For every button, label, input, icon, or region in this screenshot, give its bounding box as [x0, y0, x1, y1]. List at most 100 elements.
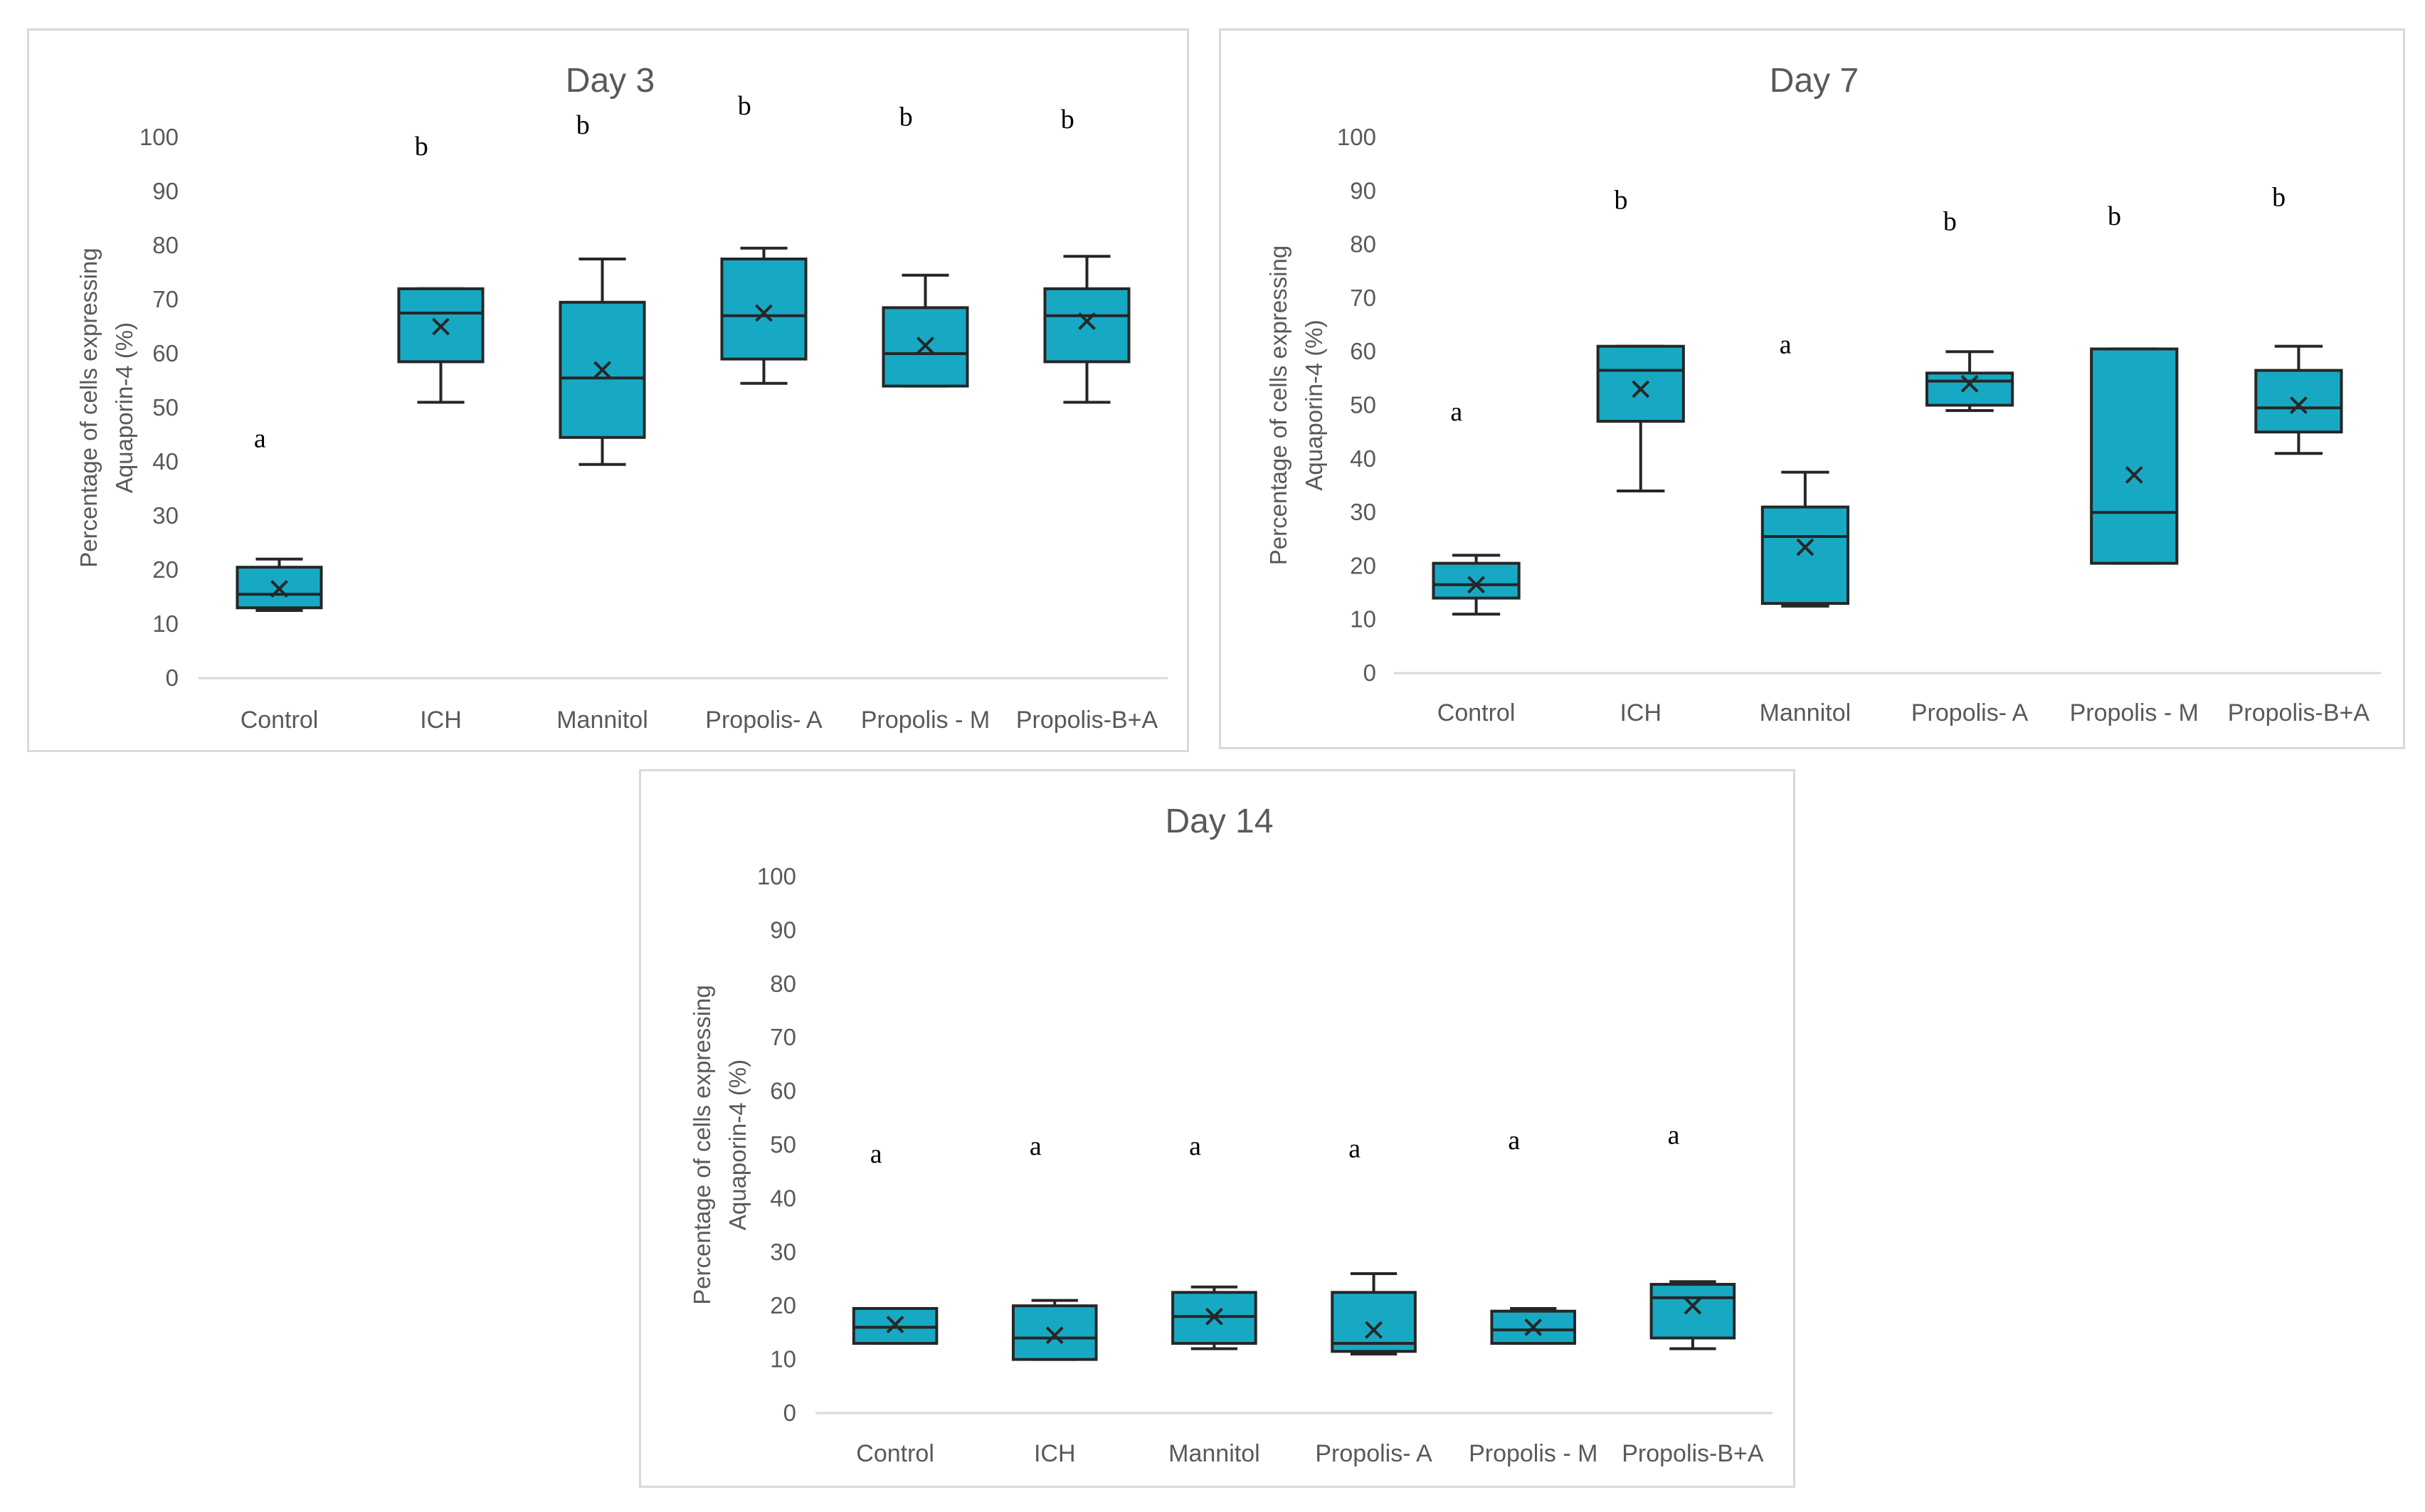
significance-letter: b [738, 91, 751, 121]
x-category-label: Propolis - M [861, 707, 990, 734]
boxplot-day-7: Day 7 Percentage of cells expressing Aquap… [1265, 62, 2381, 726]
mean-marker [1205, 1307, 1223, 1326]
mean-marker [270, 580, 288, 598]
y-tick-label: 60 [1350, 338, 1376, 364]
mean-marker [2125, 465, 2143, 484]
y-tick-label: 60 [152, 340, 179, 366]
boxplot-day-14: Day 14 Percentage of cells expressing Aqua… [689, 803, 1772, 1467]
y-axis-label-line: Percentage of cells expressing [1265, 245, 1291, 565]
x-category-label: Propolis-B+A [2228, 699, 2370, 726]
y-axis-label-line: Percentage of cells expressing [75, 248, 102, 567]
significance-letter: a [1030, 1131, 1042, 1161]
mean-marker [755, 304, 773, 322]
y-tick-label: 70 [770, 1024, 796, 1050]
y-tick-label: 90 [1350, 177, 1376, 203]
x-category-label: ICH [1034, 1440, 1076, 1467]
x-category-label: Propolis - M [2070, 699, 2199, 726]
box [1596, 344, 1685, 423]
x-category-label: Control [856, 1440, 934, 1467]
mean-marker [1365, 1321, 1383, 1339]
y-axis-label-line: Aquaporin-4 (%) [724, 1059, 751, 1230]
significance-letter: b [899, 102, 913, 132]
significance-letter: a [1348, 1134, 1361, 1164]
box [720, 258, 808, 361]
y-tick-label: 100 [139, 124, 179, 150]
significance-letter: b [1615, 185, 1628, 215]
y-tick-label: 40 [152, 448, 179, 475]
y-tick-label: 70 [152, 286, 179, 312]
significance-letter: b [415, 132, 428, 162]
y-tick-label: 100 [1337, 124, 1376, 150]
y-axis-label: Percentage of cells expressing Aquaporin-… [689, 985, 751, 1304]
chart-title: Day 14 [1165, 803, 1273, 840]
chart-title: Day 3 [566, 62, 655, 100]
significance-letter: a [254, 424, 266, 454]
x-category-label: Propolis- A [705, 707, 823, 734]
box [2090, 347, 2179, 565]
y-tick-label: 0 [1363, 660, 1376, 686]
box [1043, 287, 1131, 364]
significance-letter: b [2108, 201, 2121, 231]
mean-marker [1684, 1296, 1702, 1315]
y-axis-label-line: Aquaporin-4 (%) [111, 322, 137, 493]
mean-marker [1960, 374, 1979, 393]
x-category-label: Propolis-B+A [1016, 707, 1158, 734]
mean-marker [1467, 576, 1485, 594]
x-category-label: ICH [1620, 699, 1661, 726]
x-category-label: Mannitol [1760, 699, 1851, 726]
y-tick-label: 70 [1350, 285, 1376, 311]
mean-marker [916, 337, 934, 355]
significance-letter: a [1668, 1121, 1680, 1151]
y-tick-label: 30 [770, 1239, 796, 1265]
y-axis-label: Percentage of cells expressing Aquaporin-… [75, 248, 137, 567]
box [1331, 1291, 1417, 1353]
y-tick-label: 40 [1350, 445, 1376, 472]
y-tick-label: 80 [770, 971, 796, 997]
significance-letter: a [1780, 330, 1792, 360]
y-axis-label: Percentage of cells expressing Aquaporin-… [1265, 245, 1327, 565]
y-tick-label: 50 [1350, 392, 1376, 418]
x-category-label: Mannitol [1168, 1440, 1260, 1467]
significance-letter: a [1508, 1126, 1520, 1156]
x-category-label: Propolis- A [1315, 1440, 1432, 1467]
y-tick-label: 90 [152, 178, 179, 204]
y-tick-label: 0 [783, 1400, 796, 1426]
y-tick-label: 80 [1350, 231, 1376, 258]
mean-marker [2290, 396, 2308, 414]
box [1760, 505, 1850, 606]
box [1432, 561, 1521, 600]
mean-marker [432, 317, 450, 336]
y-tick-label: 60 [770, 1078, 796, 1104]
mean-marker [1078, 312, 1096, 330]
x-category-label: Propolis- A [1911, 699, 2029, 726]
significance-letter: b [576, 110, 590, 140]
y-tick-label: 30 [1350, 499, 1376, 525]
y-tick-label: 100 [757, 863, 796, 889]
x-category-label: Control [241, 707, 319, 734]
significance-letter: a [1450, 397, 1462, 427]
x-category-label: Propolis-B+A [1622, 1440, 1764, 1467]
chart-title: Day 7 [1770, 62, 1859, 100]
mean-marker [1524, 1318, 1543, 1336]
mean-marker [886, 1316, 904, 1334]
y-tick-label: 50 [152, 394, 179, 421]
y-tick-label: 30 [152, 502, 179, 529]
y-tick-label: 90 [770, 916, 796, 943]
significance-letter: b [1943, 206, 1957, 236]
significance-letter: b [2272, 183, 2286, 213]
x-category-label: Propolis - M [1469, 1440, 1597, 1467]
x-category-label: ICH [420, 707, 462, 734]
chart-panel-day-14: Day 14 Percentage of cells expressing Aqua… [639, 769, 1795, 1488]
y-tick-label: 10 [152, 610, 179, 637]
box [2254, 369, 2343, 434]
x-category-label: Mannitol [556, 707, 648, 734]
y-axis-label-line: Aquaporin-4 (%) [1301, 319, 1327, 490]
y-tick-label: 20 [1350, 552, 1376, 578]
y-tick-label: 0 [166, 665, 179, 691]
significance-letter: a [870, 1139, 882, 1169]
y-tick-label: 10 [770, 1346, 796, 1373]
box [1011, 1304, 1098, 1361]
chart-panel-day-3: Day 3 Percentage of cells expressing Aquap… [27, 28, 1189, 752]
y-tick-label: 50 [770, 1131, 796, 1158]
box [1925, 371, 2014, 407]
